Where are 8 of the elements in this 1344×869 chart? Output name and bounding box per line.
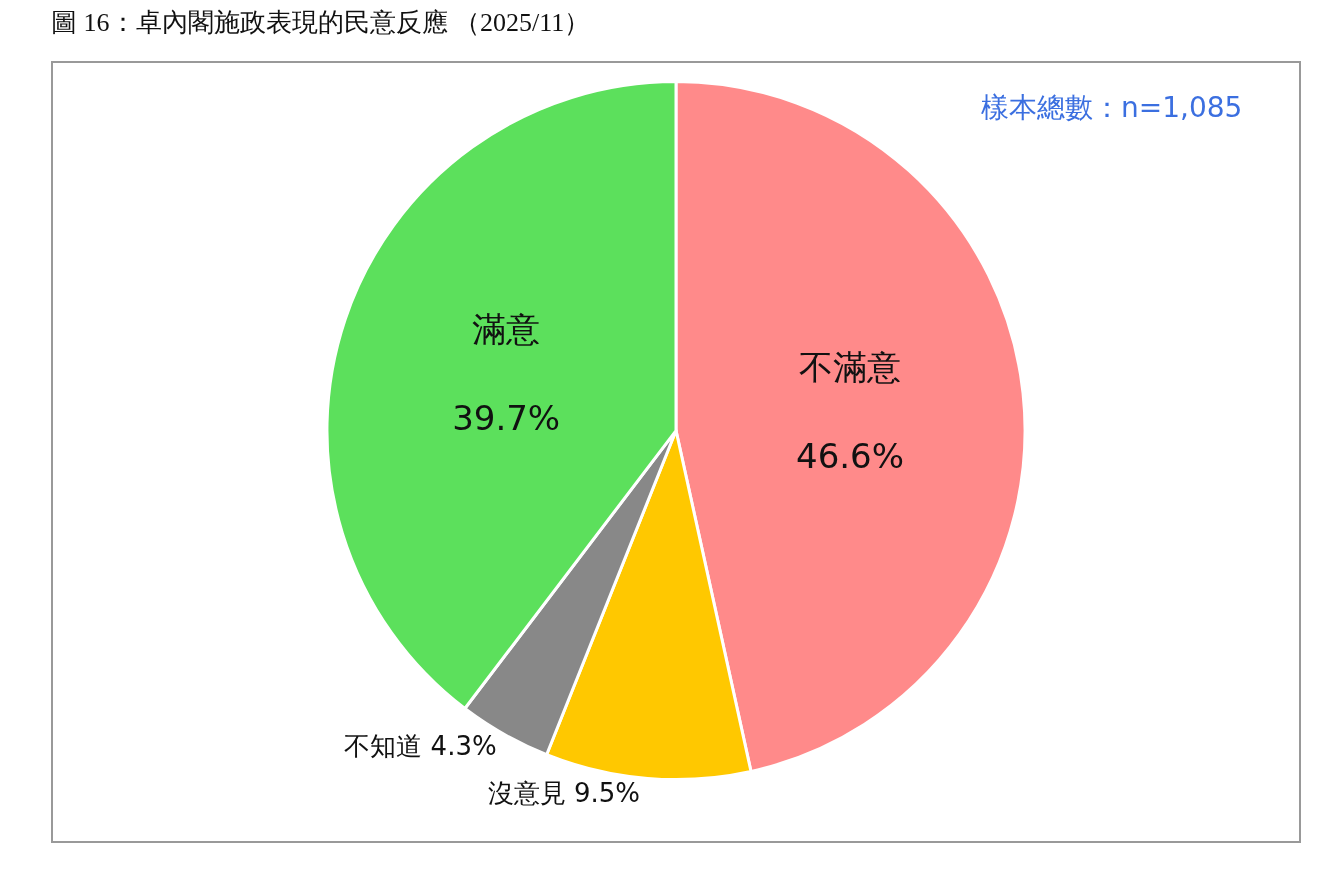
slice-label: 不知道 4.3% — [344, 730, 497, 761]
data-label: 46.6% — [796, 435, 905, 476]
slice-label: 滿意 — [472, 309, 541, 350]
data-label: 39.7% — [452, 397, 561, 438]
slice-label: 沒意見 9.5% — [487, 778, 641, 809]
slice-label: 不滿意 — [799, 347, 902, 388]
chart-title: 圖 16：卓內閣施政表現的民意反應 （2025/11） — [51, 8, 591, 38]
text: 樣本總數：n=1,085 — [981, 91, 1243, 124]
